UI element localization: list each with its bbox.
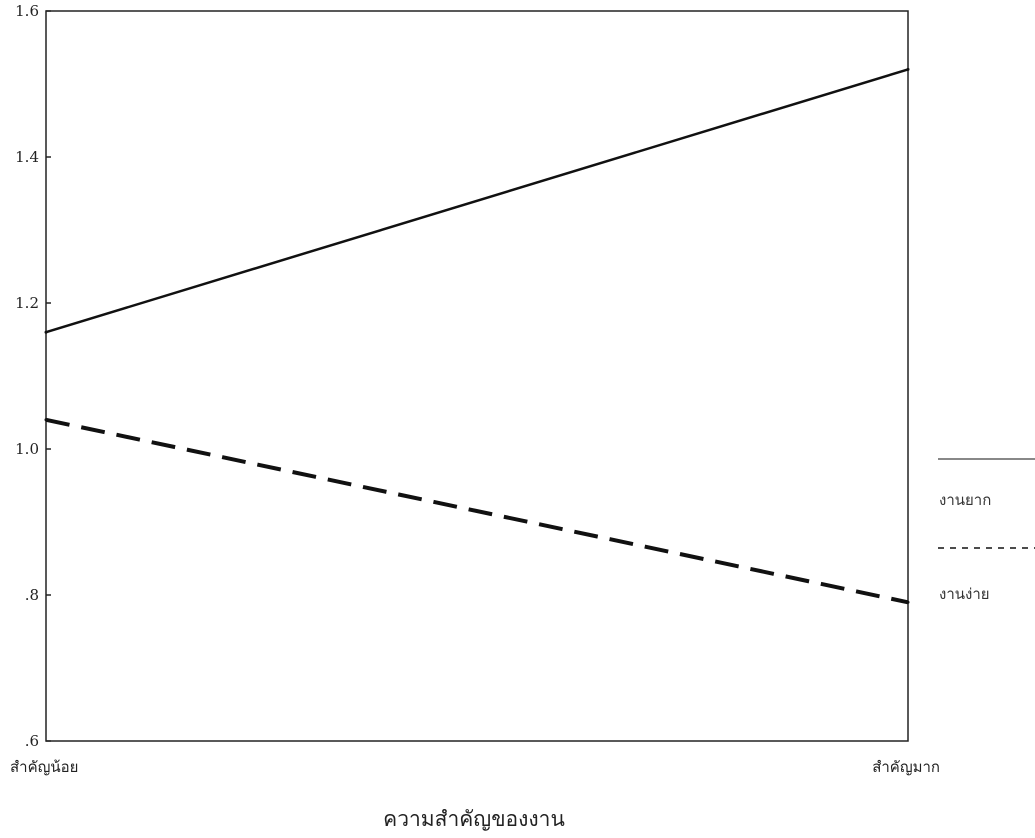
x-category-label: สำคัญมาก [872,758,940,776]
y-tick-label: .6 [25,732,39,750]
y-axis-ticks: .6 .8 1.0 1.2 1.4 1.6 [15,2,51,750]
series-line-2 [45,417,909,605]
y-tick-label: 1.4 [15,148,39,166]
y-tick-label: 1.6 [15,2,39,20]
data-point [44,330,48,334]
x-category-label: สำคัญน้อย [10,758,78,776]
data-point [44,418,48,422]
data-point [906,67,910,71]
x-axis-label: ความสำคัญของงาน [383,807,565,831]
y-tick-label: 1.0 [15,440,39,458]
series-lines [44,67,910,605]
series-line-1 [45,68,909,334]
plot-frame [45,10,909,742]
y-tick-label: .8 [25,586,39,604]
legend-label: งานง่าย [939,585,990,603]
data-point [906,600,910,604]
legend-label: งานยาก [939,491,991,509]
x-axis-categories: สำคัญน้อย สำคัญมาก [10,758,940,776]
y-tick-label: 1.2 [15,294,39,312]
